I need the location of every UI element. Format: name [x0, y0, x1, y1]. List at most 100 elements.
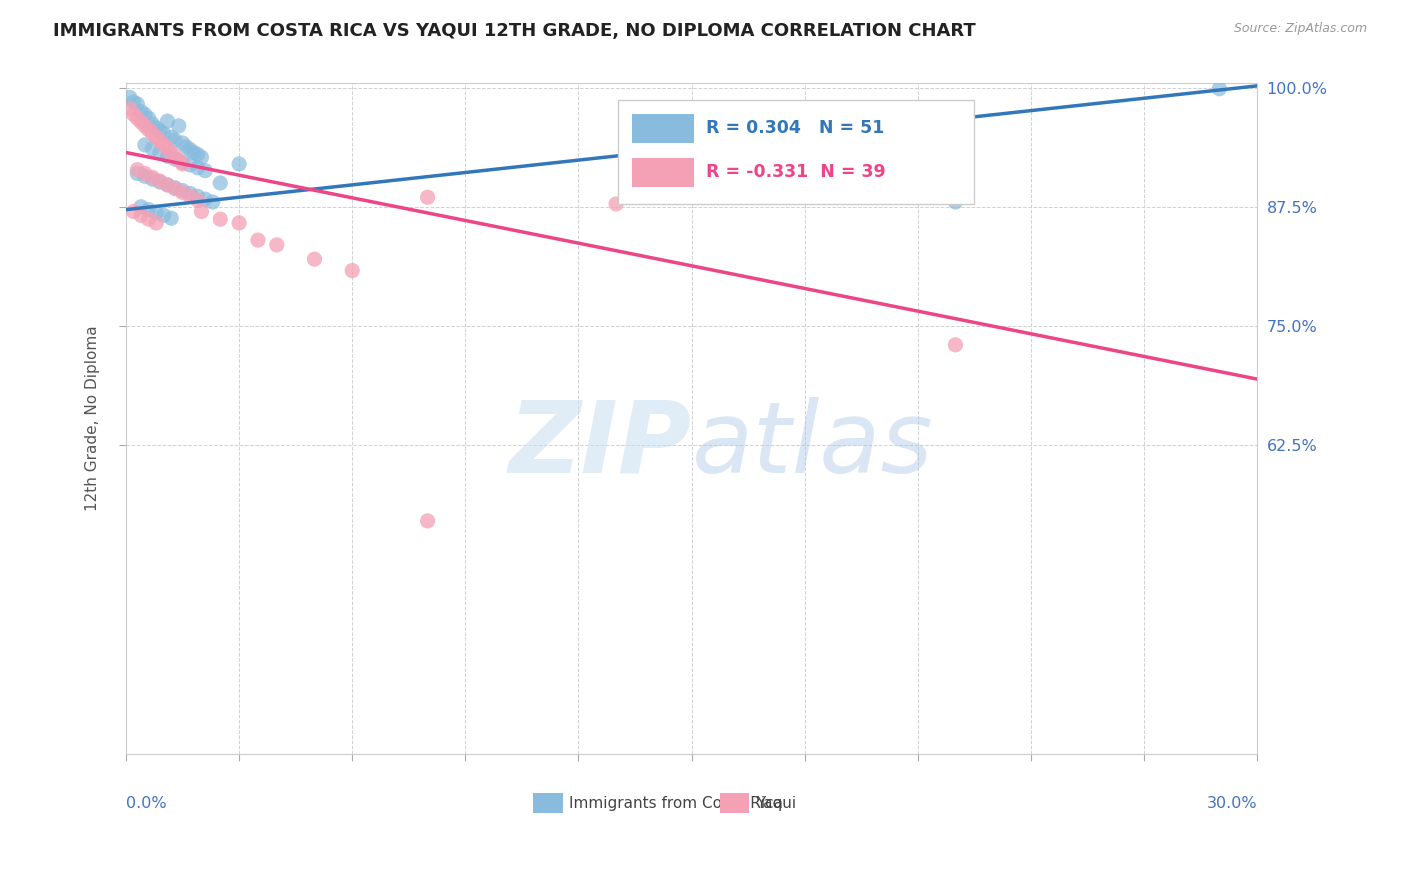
- Text: Source: ZipAtlas.com: Source: ZipAtlas.com: [1233, 22, 1367, 36]
- Point: [172, 155, 194, 169]
- Point: [127, 112, 149, 126]
- Text: 30.0%: 30.0%: [1206, 796, 1257, 811]
- Point: [141, 127, 163, 141]
- Point: [145, 120, 167, 135]
- Point: [149, 123, 172, 137]
- Point: [156, 142, 179, 156]
- Point: [149, 175, 172, 189]
- Point: [122, 204, 145, 219]
- Point: [122, 95, 145, 109]
- Point: [138, 112, 160, 126]
- Point: [160, 211, 183, 226]
- Point: [163, 133, 186, 147]
- Point: [118, 102, 141, 116]
- FancyBboxPatch shape: [631, 114, 693, 144]
- Point: [266, 237, 288, 252]
- Point: [187, 189, 209, 203]
- Point: [129, 200, 152, 214]
- Point: [160, 130, 183, 145]
- Point: [416, 190, 439, 204]
- Point: [163, 182, 186, 196]
- Point: [228, 216, 250, 230]
- Point: [138, 202, 160, 217]
- Point: [152, 127, 174, 141]
- Point: [134, 169, 156, 184]
- Point: [138, 122, 160, 136]
- Point: [304, 252, 326, 267]
- Point: [605, 197, 627, 211]
- Point: [167, 119, 190, 133]
- Point: [134, 119, 156, 133]
- FancyBboxPatch shape: [631, 158, 693, 187]
- Point: [179, 186, 201, 201]
- Point: [134, 107, 156, 121]
- Point: [127, 97, 149, 112]
- Point: [156, 178, 179, 192]
- Text: atlas: atlas: [692, 397, 934, 494]
- Point: [201, 194, 224, 209]
- Point: [699, 152, 721, 166]
- Point: [187, 161, 209, 175]
- Text: R = -0.331  N = 39: R = -0.331 N = 39: [706, 162, 886, 180]
- Point: [1208, 81, 1230, 95]
- Point: [127, 162, 149, 177]
- Point: [118, 90, 141, 104]
- Point: [190, 204, 212, 219]
- FancyBboxPatch shape: [619, 100, 974, 204]
- Point: [134, 137, 156, 152]
- Point: [187, 193, 209, 207]
- FancyBboxPatch shape: [720, 793, 749, 814]
- Point: [172, 136, 194, 150]
- Point: [183, 145, 205, 160]
- Point: [228, 157, 250, 171]
- Point: [179, 143, 201, 157]
- Y-axis label: 12th Grade, No Diploma: 12th Grade, No Diploma: [86, 326, 100, 511]
- Point: [152, 208, 174, 222]
- Point: [156, 149, 179, 163]
- Point: [163, 180, 186, 194]
- Point: [209, 176, 232, 190]
- Point: [194, 163, 217, 178]
- FancyBboxPatch shape: [533, 793, 562, 814]
- Point: [167, 153, 190, 168]
- Text: Immigrants from Costa Rica: Immigrants from Costa Rica: [569, 796, 783, 811]
- Point: [755, 137, 778, 152]
- Point: [340, 263, 363, 277]
- Point: [176, 140, 198, 154]
- Text: 0.0%: 0.0%: [127, 796, 167, 811]
- Point: [194, 192, 217, 206]
- Point: [209, 212, 232, 227]
- Point: [945, 123, 967, 137]
- Text: R = 0.304   N = 51: R = 0.304 N = 51: [706, 119, 884, 137]
- Point: [160, 145, 183, 160]
- Point: [172, 157, 194, 171]
- Point: [141, 172, 163, 186]
- Point: [141, 142, 163, 156]
- Point: [149, 134, 172, 148]
- Text: IMMIGRANTS FROM COSTA RICA VS YAQUI 12TH GRADE, NO DIPLOMA CORRELATION CHART: IMMIGRANTS FROM COSTA RICA VS YAQUI 12TH…: [53, 22, 976, 40]
- Point: [145, 130, 167, 145]
- Point: [172, 184, 194, 198]
- Point: [163, 152, 186, 166]
- Point: [145, 216, 167, 230]
- Point: [141, 117, 163, 131]
- Point: [190, 150, 212, 164]
- Point: [945, 194, 967, 209]
- Point: [138, 212, 160, 227]
- Point: [246, 233, 269, 247]
- Point: [127, 166, 149, 180]
- Point: [945, 338, 967, 352]
- Point: [149, 174, 172, 188]
- Point: [156, 178, 179, 192]
- Point: [129, 104, 152, 119]
- Point: [134, 166, 156, 180]
- Point: [179, 189, 201, 203]
- Point: [122, 107, 145, 121]
- Point: [163, 149, 186, 163]
- Text: Yaqui: Yaqui: [756, 796, 796, 811]
- Point: [152, 137, 174, 152]
- Point: [416, 514, 439, 528]
- Point: [172, 186, 194, 200]
- Point: [129, 115, 152, 129]
- Point: [156, 114, 179, 128]
